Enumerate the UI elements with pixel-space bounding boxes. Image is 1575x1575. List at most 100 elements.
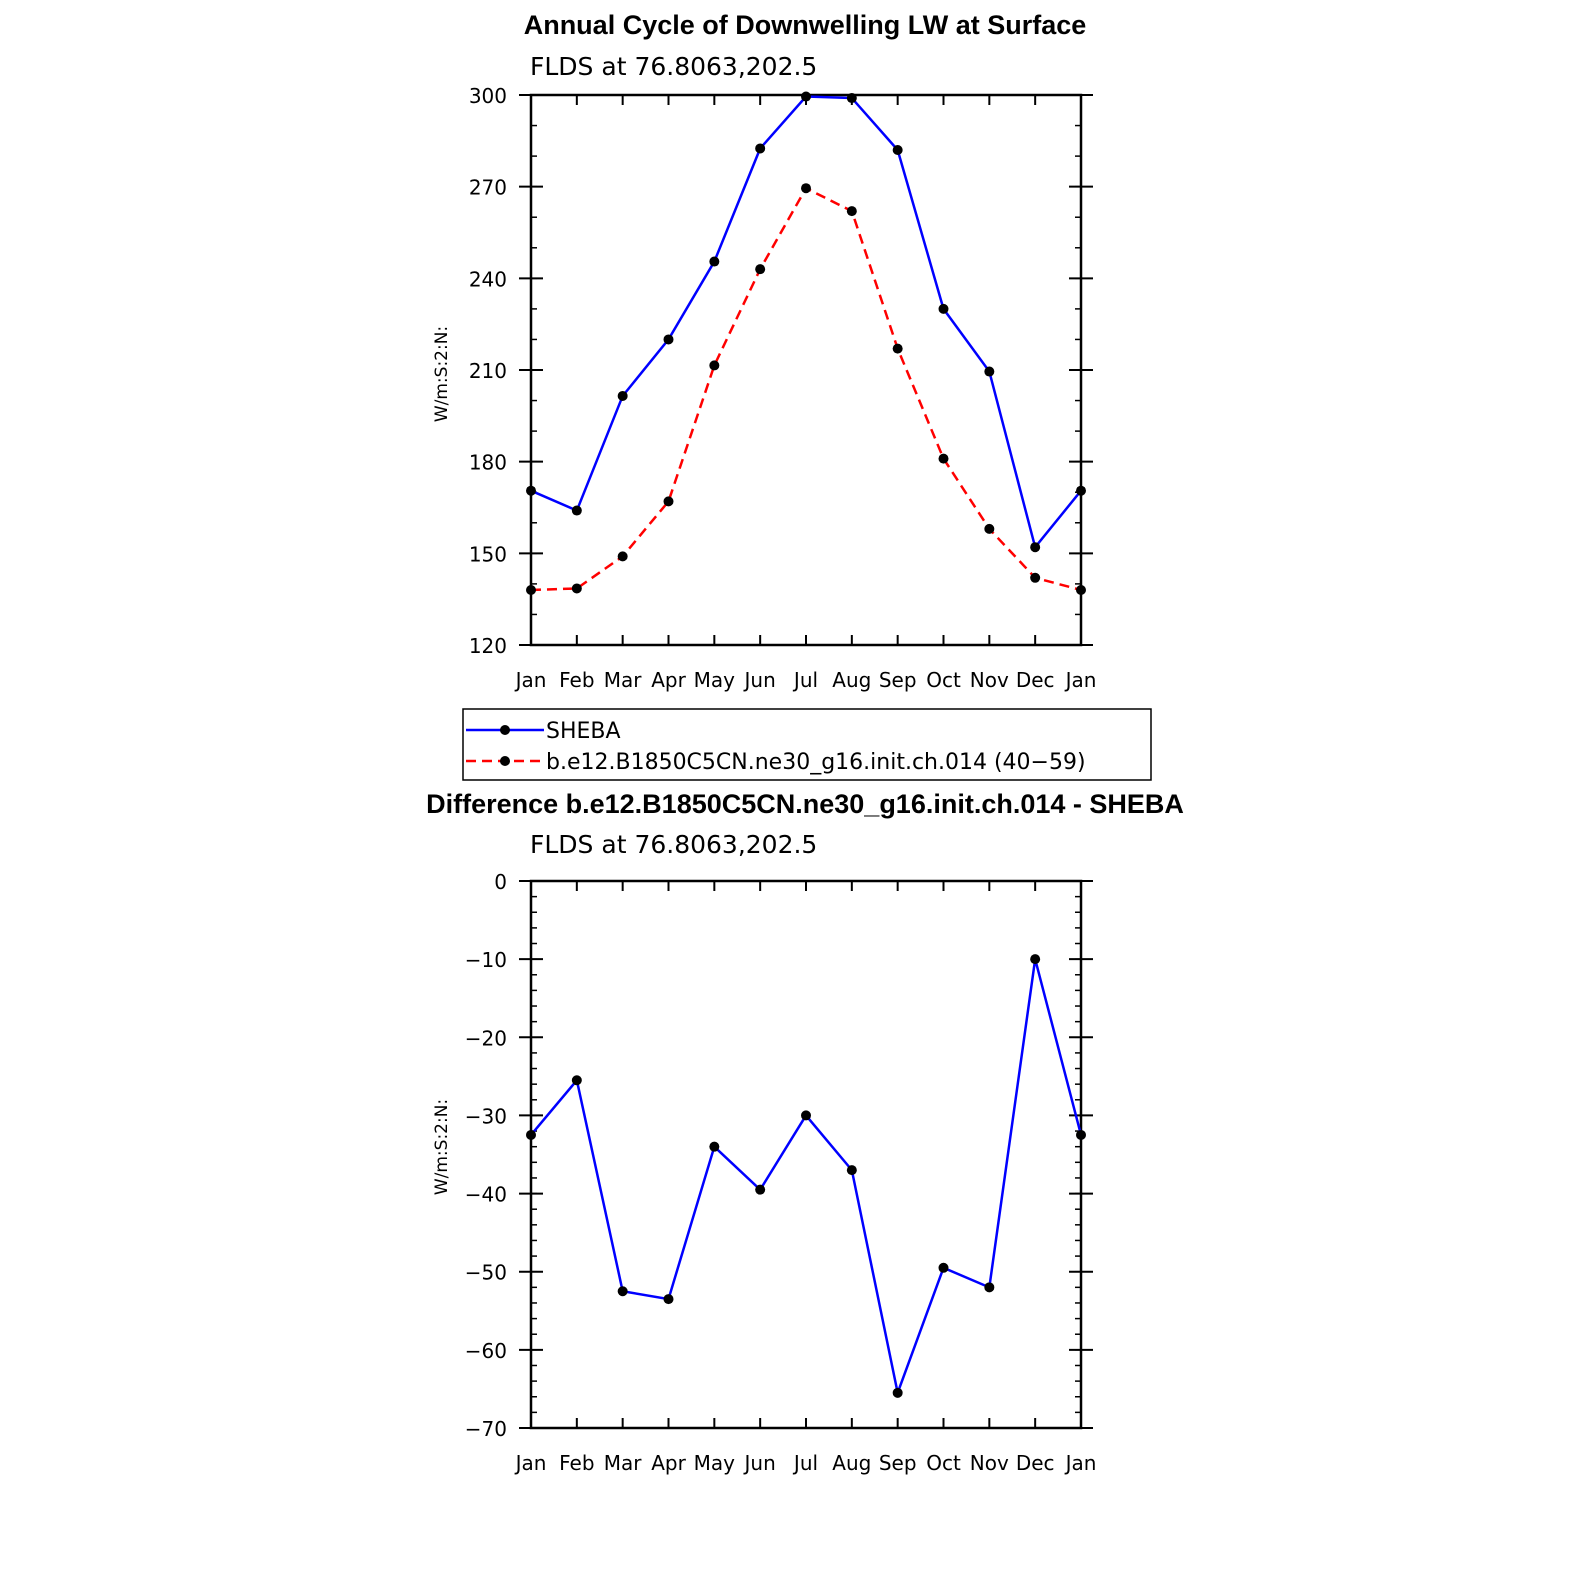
y-tick-label: 0 <box>494 870 507 894</box>
x-tick-label: Apr <box>651 668 686 692</box>
data-point <box>663 496 674 507</box>
data-point <box>1076 585 1086 595</box>
x-tick-label: Apr <box>651 1451 686 1475</box>
series-line-0 <box>530 95 1082 550</box>
x-tick-label: Feb <box>559 668 594 692</box>
data-point <box>846 93 857 104</box>
x-tick-label: Jan <box>514 1451 547 1475</box>
x-tick-label: Nov <box>970 1451 1009 1475</box>
y-tick-label: 180 <box>469 451 507 475</box>
plot-frame <box>529 93 1083 647</box>
data-point <box>801 1110 811 1121</box>
x-tick-label: Jul <box>792 1451 818 1475</box>
x-tick-label: Feb <box>559 1451 594 1475</box>
data-point <box>938 1262 949 1273</box>
y-tick-label: −30 <box>465 1104 507 1128</box>
y-tick-label: −70 <box>465 1417 507 1441</box>
data-point <box>892 1387 903 1398</box>
y-tick-label: 120 <box>469 634 507 658</box>
y-tick-label: 150 <box>469 542 507 566</box>
data-point <box>663 334 674 345</box>
x-tick-label: May <box>694 1451 736 1475</box>
data-point <box>571 1075 582 1086</box>
legend-marker-sheba <box>500 725 510 735</box>
data-point <box>571 583 582 594</box>
data-point <box>663 1294 674 1305</box>
y-tick-label: −10 <box>465 948 507 972</box>
x-tick-label: Jan <box>1064 668 1097 692</box>
legend-marker-model <box>500 756 510 766</box>
y-tick-label: 210 <box>469 359 507 383</box>
data-point <box>571 505 582 516</box>
series-line-0 <box>530 958 1083 1398</box>
data-point <box>709 1141 720 1152</box>
data-point <box>801 91 811 102</box>
data-point <box>938 303 949 314</box>
x-tick-label: Aug <box>832 1451 871 1475</box>
x-tick-label: Mar <box>604 668 643 692</box>
data-point <box>892 145 903 155</box>
data-point <box>1030 542 1041 553</box>
data-point <box>984 1282 995 1293</box>
x-tick-label: Oct <box>926 1451 961 1475</box>
legend-box <box>462 708 1152 781</box>
data-point <box>709 256 720 267</box>
legend-label-model: b.e12.B1850C5CN.ne30_g16.init.ch.014 (40… <box>546 750 1086 775</box>
data-point <box>617 551 628 562</box>
data-point <box>801 183 811 194</box>
x-tick-label: Mar <box>604 1451 643 1475</box>
data-point <box>617 1286 628 1297</box>
y-axis-label: W/m:S:2:N: <box>432 1099 452 1195</box>
x-tick-label: Jan <box>514 668 547 692</box>
data-point <box>755 1184 766 1195</box>
data-point <box>1076 1129 1086 1140</box>
data-point <box>938 453 949 464</box>
data-point <box>755 264 766 275</box>
data-point <box>984 366 995 377</box>
data-point <box>755 143 766 154</box>
x-tick-label: Jul <box>792 668 818 692</box>
annual-cycle-plot: Jan Feb Mar Apr May Jun Jul Aug Sep Oct Nov Dec Jan 1… <box>469 84 1097 692</box>
data-point <box>526 585 536 595</box>
x-tick-label: Jan <box>1064 1451 1097 1475</box>
x-tick-label: Jun <box>743 668 776 692</box>
difference-plot: Jan Feb Mar Apr May Jun Jul Aug Sep Oct Nov Dec Jan−… <box>465 870 1097 1475</box>
data-point <box>984 523 995 534</box>
x-tick-label: Sep <box>879 668 917 692</box>
data-point <box>846 206 857 217</box>
x-tick-label: Nov <box>970 668 1009 692</box>
y-tick-label: −40 <box>465 1183 507 1207</box>
y-tick-label: 240 <box>469 267 507 291</box>
series-line-1 <box>530 186 1082 592</box>
data-point <box>617 390 628 401</box>
y-tick-label: −50 <box>465 1261 507 1285</box>
data-point <box>526 1129 536 1140</box>
chart-subtitle-location: FLDS at 76.8063,202.5 <box>530 830 817 859</box>
data-point <box>709 360 720 371</box>
x-tick-label: Aug <box>832 668 871 692</box>
x-tick-label: Sep <box>879 1451 917 1475</box>
x-tick-label: Oct <box>926 668 961 692</box>
y-tick-label: 300 <box>469 84 507 108</box>
chart-title-annual-cycle: Annual Cycle of Downwelling LW at Surfac… <box>524 10 1087 40</box>
chart-title-difference: Difference b.e12.B1850C5CN.ne30_g16.init… <box>426 789 1184 819</box>
plot-frame <box>529 879 1083 1430</box>
legend: SHEBA b.e12.B1850C5CN.ne30_g16.init.ch.0… <box>462 708 1152 781</box>
data-point <box>1030 954 1041 965</box>
x-tick-label: Jun <box>743 1451 776 1475</box>
legend-label-sheba: SHEBA <box>546 719 621 744</box>
y-tick-label: −20 <box>465 1026 507 1050</box>
x-tick-label: Dec <box>1016 1451 1055 1475</box>
y-tick-label: 270 <box>469 176 507 200</box>
data-point <box>846 1165 857 1176</box>
data-point <box>892 343 903 354</box>
y-tick-label: −60 <box>465 1339 507 1363</box>
x-tick-label: Dec <box>1016 668 1055 692</box>
data-point <box>526 485 536 496</box>
chart-subtitle-location: FLDS at 76.8063,202.5 <box>530 52 817 81</box>
data-point <box>1076 485 1086 496</box>
x-tick-label: May <box>694 668 736 692</box>
data-point <box>1030 572 1041 583</box>
y-axis-label: W/m:S:2:N: <box>432 326 452 422</box>
